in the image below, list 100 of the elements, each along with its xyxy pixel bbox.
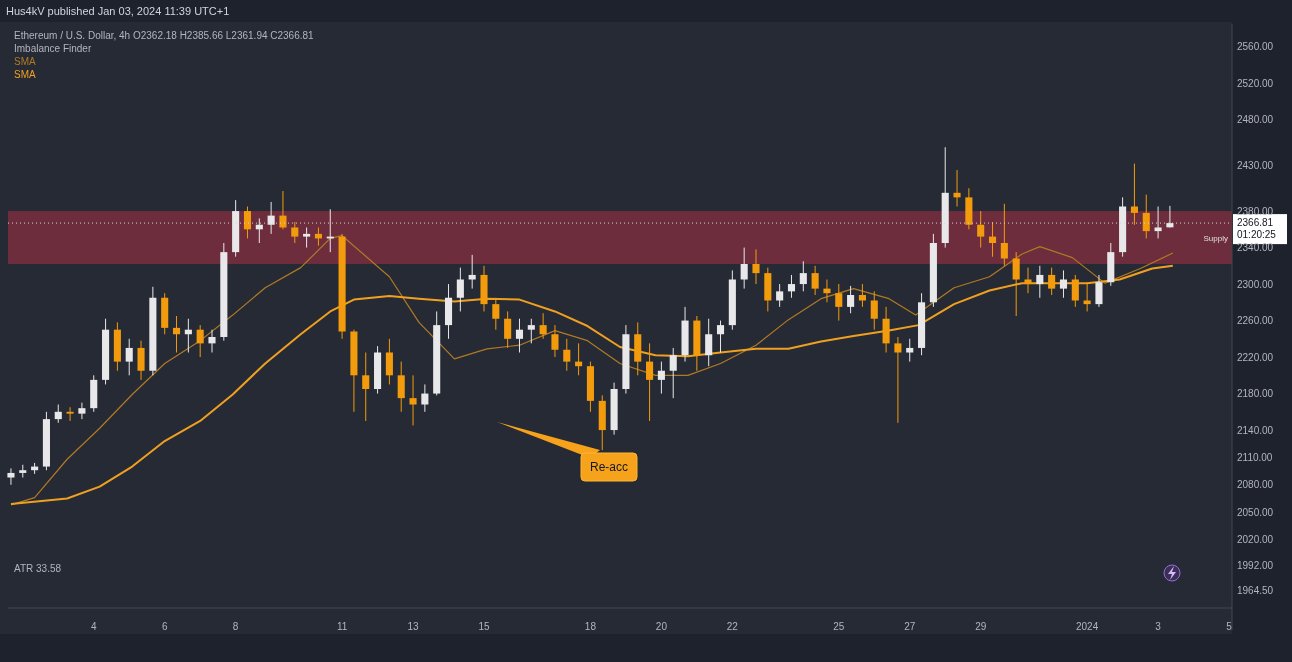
x-tick-label: 4 <box>90 621 97 632</box>
y-tick-label: 2430.00 <box>1237 159 1274 171</box>
candlestick <box>54 404 62 424</box>
candlestick <box>870 290 878 331</box>
candlestick <box>1083 281 1091 312</box>
candlestick <box>172 315 181 353</box>
candlestick <box>551 324 559 358</box>
candlestick <box>787 274 796 299</box>
y-tick-label: 2300.00 <box>1237 278 1274 290</box>
candlestick <box>1142 194 1150 239</box>
x-tick-label: 6 <box>161 621 168 632</box>
candlestick <box>291 221 299 244</box>
y-tick-label: 2220.00 <box>1237 351 1274 363</box>
candlestick <box>243 206 252 239</box>
candlestick <box>977 210 985 249</box>
y-tick-label: 2340.00 <box>1237 242 1274 254</box>
candlestick <box>705 318 713 367</box>
annotation: Imbalance Finder <box>14 43 92 54</box>
candlestick <box>527 318 535 344</box>
candlestick <box>776 283 784 308</box>
candlestick <box>1012 251 1020 317</box>
candlestick <box>279 190 287 230</box>
y-tick-label: 2140.00 <box>1237 424 1274 436</box>
candlestick <box>66 406 74 422</box>
text: SMA <box>14 56 36 67</box>
candlestick <box>137 340 145 381</box>
candlestick <box>421 383 429 413</box>
candlestick <box>504 310 512 349</box>
candlestick <box>78 402 86 420</box>
x-tick-label: 8 <box>232 621 239 632</box>
chart-subtitle: Hus4kV published Jan 03, 2024 11:39 UTC+1 <box>6 5 230 17</box>
candlestick <box>646 342 654 422</box>
annotation: ATR 33.58 <box>14 563 62 574</box>
y-tick-label: 2180.00 <box>1237 388 1274 400</box>
candlestick <box>1000 203 1008 267</box>
y-tick-label: 1992.00 <box>1237 559 1274 571</box>
y-tick-label: 2480.00 <box>1237 114 1274 126</box>
candlestick <box>1130 163 1138 226</box>
candlestick <box>1095 274 1103 308</box>
candlestick <box>1071 274 1079 308</box>
y-tick-label: 2050.00 <box>1237 506 1274 518</box>
x-tick-label: 18 <box>584 621 597 632</box>
y-tick-label: 2560.00 <box>1237 41 1274 53</box>
x-tick-label: 29 <box>975 621 987 632</box>
candlestick <box>740 247 748 290</box>
candlestick <box>563 338 571 372</box>
candlestick <box>953 169 961 207</box>
candlestick <box>799 260 807 292</box>
candlestick <box>894 336 902 424</box>
text: Ethereum / U.S. Dollar, 4h O2362.18 H2385.66 L2361.94 C2366.81 <box>14 30 315 41</box>
y-tick-label: 2260.00 <box>1237 315 1274 327</box>
candlestick <box>669 347 677 399</box>
x-tick-label: 5 <box>1226 621 1233 632</box>
band-label: Supply <box>1203 233 1228 243</box>
candlestick <box>196 324 204 358</box>
y-tick-label: 2520.00 <box>1237 77 1274 89</box>
candlestick <box>823 279 831 303</box>
candlestick <box>858 283 866 308</box>
ref-line-label: 2366.81 <box>1237 217 1274 229</box>
candlestick <box>468 254 476 290</box>
y-tick-label: 2080.00 <box>1237 479 1274 491</box>
candlestick <box>362 352 370 422</box>
x-tick-label: 22 <box>726 621 739 632</box>
candlestick <box>409 374 417 426</box>
candlestick <box>847 285 855 314</box>
candlestick <box>1154 206 1162 239</box>
candlestick <box>492 297 500 331</box>
candlestick <box>7 467 15 486</box>
candlestick <box>515 318 524 353</box>
y-tick-label: 2110.00 <box>1237 451 1273 463</box>
x-tick-label: 3 <box>1155 621 1162 632</box>
y-tick-label: 2380.00 <box>1237 205 1274 217</box>
text: SMA <box>14 69 36 80</box>
candlestick <box>303 226 311 249</box>
x-tick-label: 11 <box>336 621 348 632</box>
candlestick <box>1024 267 1032 294</box>
candlestick <box>752 248 760 285</box>
candlestick <box>385 338 393 385</box>
y-tick-label: 1964.50 <box>1237 584 1274 596</box>
x-tick-label: 2024 <box>1076 621 1099 632</box>
text: 01:20:25 <box>1237 229 1277 241</box>
x-tick-label: 20 <box>655 621 668 632</box>
x-tick-label: 25 <box>833 621 845 632</box>
candlestick <box>539 312 547 340</box>
candlestick <box>988 221 997 258</box>
candlestick <box>906 338 914 363</box>
candlestick <box>125 338 133 376</box>
candlestick <box>267 201 275 235</box>
candlestick <box>456 267 464 312</box>
candlestick <box>1036 265 1044 299</box>
x-tick-label: 15 <box>478 621 490 632</box>
candlestick <box>657 361 665 395</box>
candlestick <box>208 329 216 353</box>
candlestick <box>835 283 843 322</box>
candlestick <box>397 361 405 413</box>
candlestick <box>1059 269 1068 299</box>
candlestick <box>1048 267 1056 296</box>
x-tick-label: 13 <box>407 621 420 632</box>
y-tick-label: 2020.00 <box>1237 534 1274 546</box>
annotation: Re-acc <box>589 460 629 474</box>
